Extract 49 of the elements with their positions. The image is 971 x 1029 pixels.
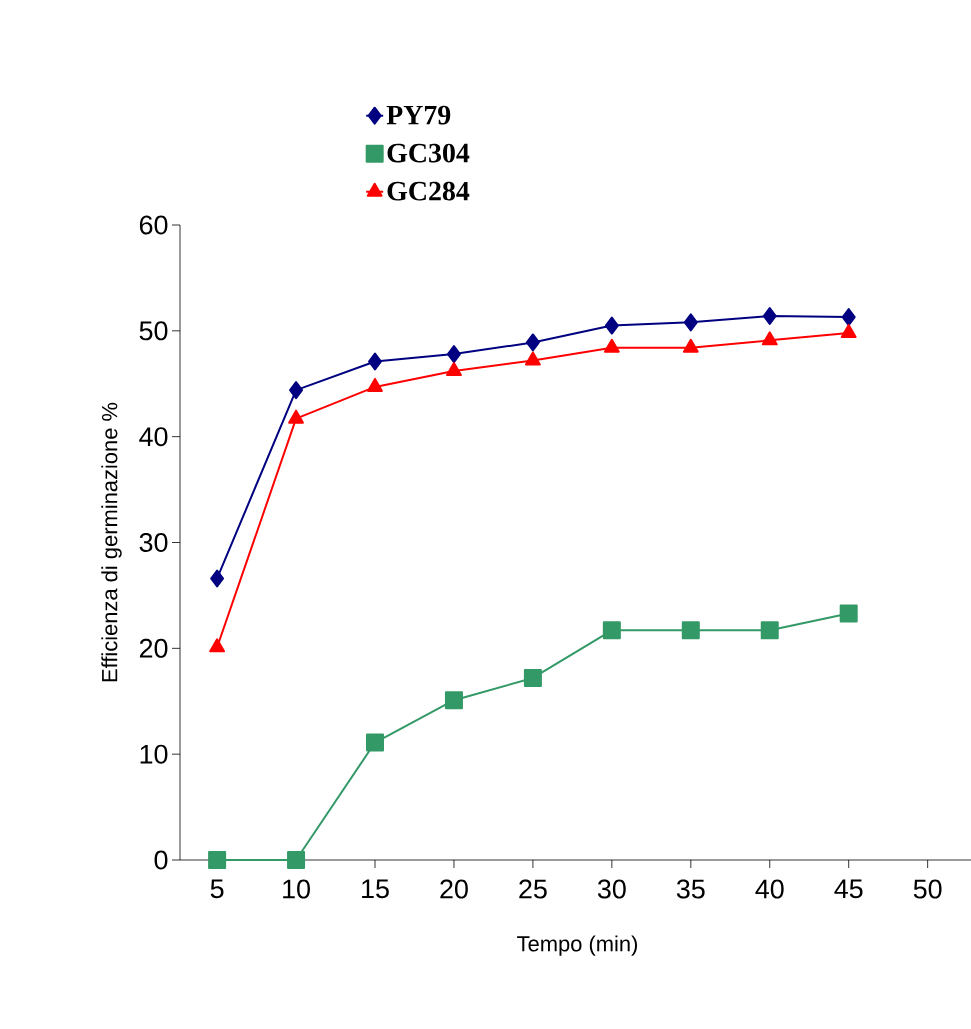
point xyxy=(446,362,462,377)
point xyxy=(367,377,383,392)
point xyxy=(444,691,463,710)
x-tick-label: 20 xyxy=(440,879,468,899)
point xyxy=(839,604,858,623)
x-tick-label: 35 xyxy=(676,879,705,899)
point xyxy=(366,733,384,752)
point xyxy=(760,621,779,640)
y-axis-title: Efficienza di germinazione % xyxy=(101,402,122,682)
x-tick-label: 30 xyxy=(597,879,626,899)
point xyxy=(841,308,856,327)
y-tick-label: 40 xyxy=(139,427,168,447)
x-tick-label: 45 xyxy=(834,879,863,899)
point xyxy=(525,333,540,352)
point xyxy=(523,668,542,687)
legend-label: PY79 xyxy=(386,105,451,125)
point xyxy=(681,621,700,640)
point xyxy=(602,621,621,640)
legend-label: GC304 xyxy=(387,143,470,163)
point xyxy=(289,381,304,400)
x-tick-label: 40 xyxy=(755,879,784,899)
x-axis-title: Tempo (min) xyxy=(517,935,637,956)
point xyxy=(209,638,226,653)
y-tick-label: 30 xyxy=(139,532,168,553)
point xyxy=(288,409,304,424)
point xyxy=(368,352,382,371)
x-tick-label: 15 xyxy=(362,879,389,899)
point xyxy=(524,351,541,366)
y-tick-label: 60 xyxy=(139,215,168,235)
point xyxy=(604,316,619,335)
point xyxy=(208,851,227,869)
x-tick-label: 10 xyxy=(283,879,310,899)
y-tick-label: 10 xyxy=(140,744,168,764)
y-tick-label: 20 xyxy=(139,638,168,658)
point xyxy=(446,345,461,364)
point xyxy=(603,338,620,353)
point xyxy=(682,338,699,353)
point xyxy=(287,851,306,869)
point xyxy=(762,307,777,326)
point xyxy=(683,313,698,332)
point xyxy=(210,569,225,588)
y-tick-label: 0 xyxy=(154,850,168,870)
legend-label: GC284 xyxy=(387,181,470,201)
x-tick-label: 5 xyxy=(210,879,224,899)
y-tick-label: 50 xyxy=(139,321,168,341)
x-tick-label: 25 xyxy=(519,879,547,899)
point xyxy=(761,331,778,346)
x-tick-label: 50 xyxy=(913,879,942,899)
point xyxy=(840,323,857,338)
